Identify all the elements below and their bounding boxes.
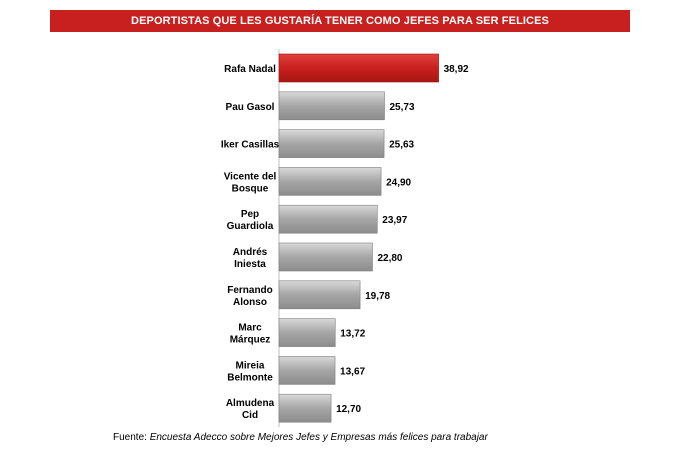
bar-value-label: 22,80: [377, 253, 402, 264]
category-label: Marc: [238, 323, 262, 334]
category-label: Pau Gasol: [226, 102, 275, 113]
category-label: Andrés: [233, 247, 268, 258]
bar: [278, 167, 382, 196]
category-label: Cid: [242, 410, 258, 421]
chart-title: DEPORTISTAS QUE LES GUSTARÍA TENER COMO …: [131, 15, 549, 27]
bar: [278, 204, 378, 234]
bar: [278, 242, 373, 272]
bar: [278, 53, 439, 83]
bar: [278, 356, 336, 385]
bar-value-label: 25,63: [389, 140, 414, 151]
category-label: Almudena: [226, 398, 275, 409]
chart-title-bar: DEPORTISTAS QUE LES GUSTARÍA TENER COMO …: [50, 10, 630, 32]
bar-value-label: 12,70: [336, 404, 361, 415]
category-label: Bosque: [232, 183, 269, 194]
bar: [278, 91, 385, 121]
category-label: Márquez: [230, 335, 271, 346]
bar: [278, 129, 385, 158]
bar: [278, 318, 336, 347]
bar: [278, 280, 361, 310]
bar-value-label: 19,78: [365, 291, 390, 302]
category-label: Mireia: [236, 360, 265, 371]
category-label: Fernando: [227, 285, 273, 296]
bar-value-label: 24,90: [386, 177, 411, 188]
bar-value-label: 25,73: [389, 102, 414, 113]
bar: [278, 393, 332, 423]
category-label: Iniesta: [234, 259, 266, 270]
category-label: Pep: [241, 209, 259, 220]
category-label: Rafa Nadal: [224, 64, 276, 75]
category-label: Iker Casillas: [221, 140, 280, 151]
bar-value-label: 38,92: [444, 64, 469, 75]
category-label: Belmonte: [227, 372, 273, 383]
bar-value-label: 13,67: [340, 366, 365, 377]
source-prefix: Fuente:: [113, 432, 150, 443]
source-note: Fuente: Encuesta Adecco sobre Mejores Je…: [113, 432, 488, 443]
category-label: Vicente del: [224, 171, 277, 182]
bar-value-label: 13,72: [340, 329, 365, 340]
source-text: Encuesta Adecco sobre Mejores Jefes y Em…: [149, 432, 488, 443]
category-label: Guardiola: [227, 221, 274, 232]
bar-value-label: 23,97: [382, 215, 407, 226]
category-label: Alonso: [233, 297, 267, 308]
